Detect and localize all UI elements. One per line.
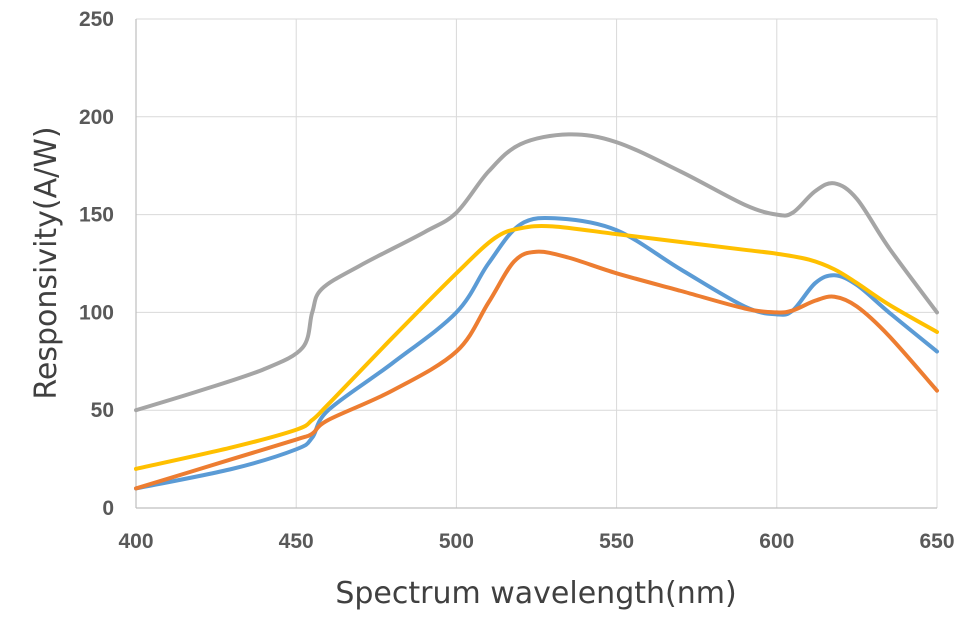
chart-tick-labels: 400 450 500 550 600 650 0 50 100 150 200 250 [79,8,955,553]
x-tick-label-400: 400 [118,530,153,553]
y-tick-label-150: 150 [79,204,114,227]
series-line-blue [134,215,939,491]
chart-axes [135,19,937,509]
y-tick-label-50: 50 [91,399,114,422]
y-tick-label-200: 200 [79,106,114,129]
series-line-orange [134,249,939,491]
series-line-gray [134,132,939,413]
y-tick-label-250: 250 [79,8,114,31]
series-line-yellow [134,223,939,471]
x-axis-title: Spectrum wavelength(nm) [335,576,736,611]
y-axis-title: Responsivity(A/W) [29,126,64,399]
chart-series [134,132,939,491]
x-tick-label-600: 600 [759,530,794,553]
x-tick-label-650: 650 [919,530,954,553]
x-tick-label-550: 550 [599,530,634,553]
y-tick-label-0: 0 [102,497,114,520]
y-tick-label-100: 100 [79,301,114,324]
x-tick-label-500: 500 [439,530,474,553]
x-tick-label-450: 450 [279,530,314,553]
